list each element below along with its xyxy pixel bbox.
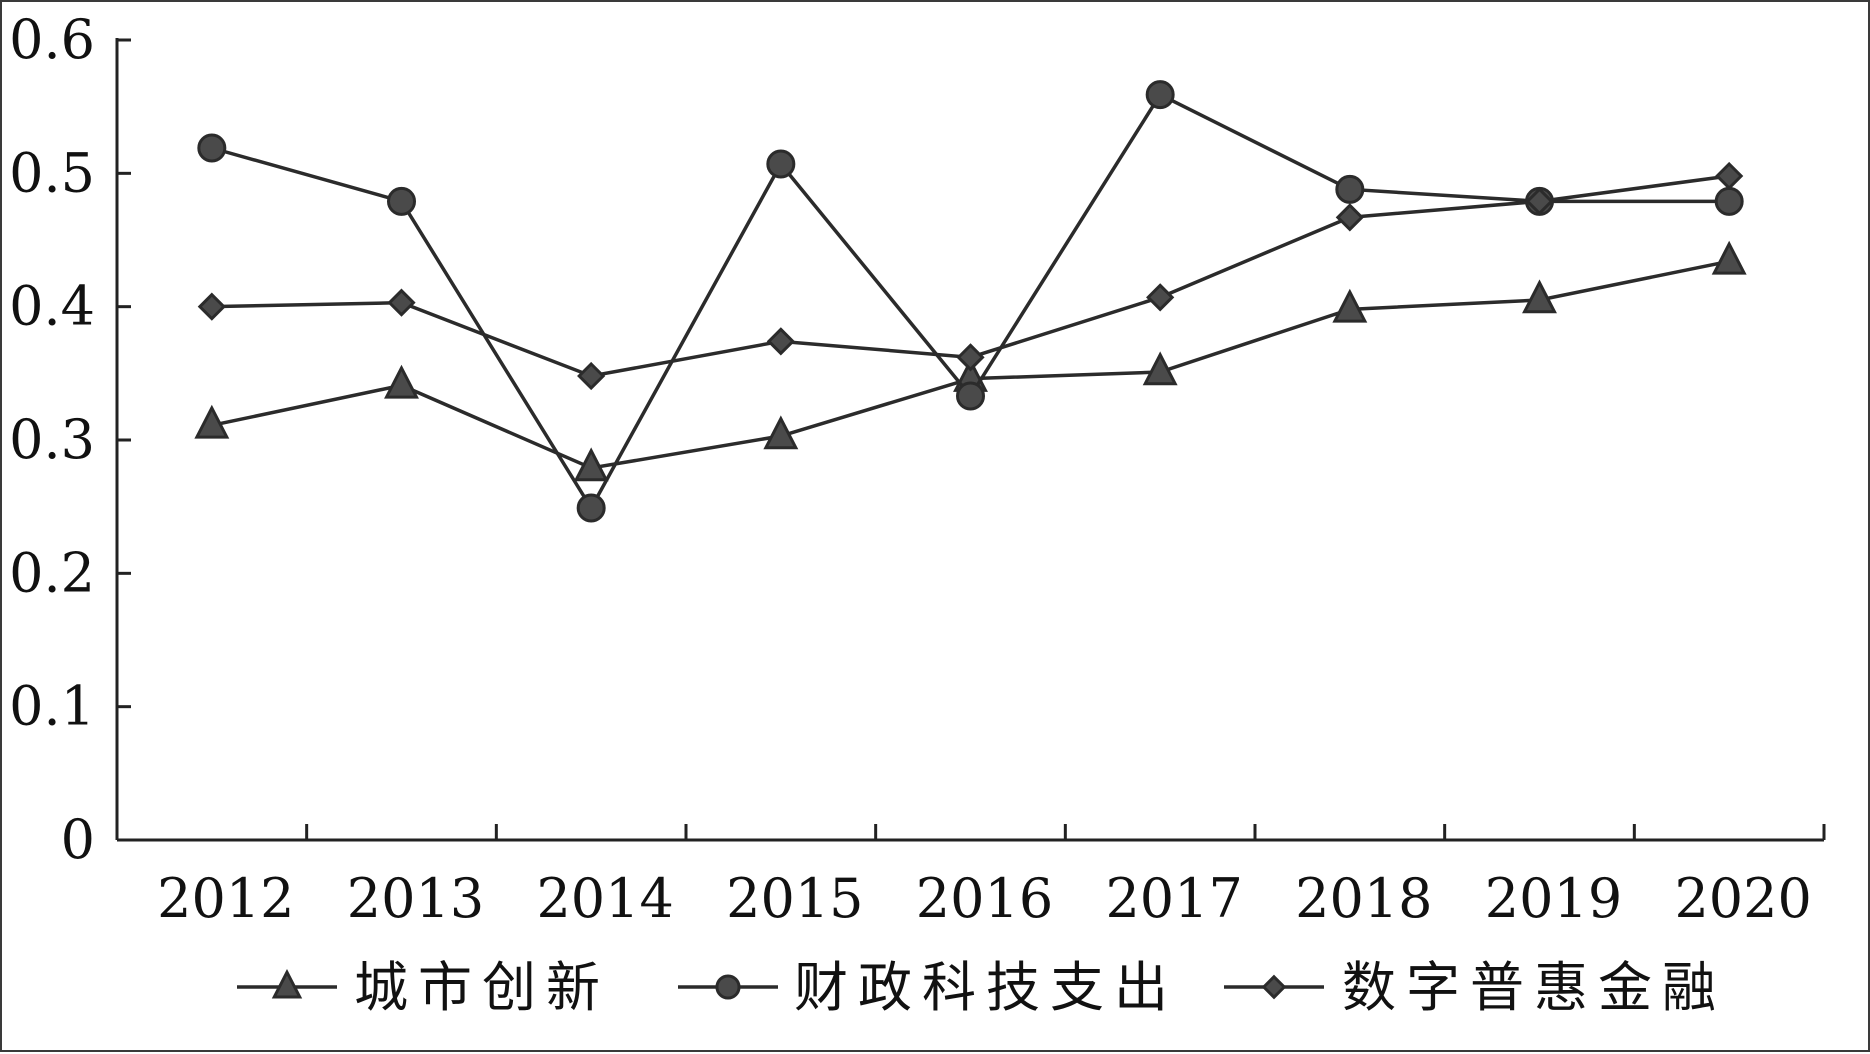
data-point [956,381,985,411]
data-point [766,327,795,356]
x-tick-label: 2012 [157,867,294,930]
data-point [576,493,606,523]
data-point [1711,240,1747,275]
y-tick-label: 0 [61,808,95,871]
legend-marker [715,974,741,1000]
data-point [197,133,227,163]
x-tick-label: 2014 [536,867,673,930]
legend-item: 城市创新 [237,956,610,1019]
data-point [573,447,609,482]
data-point [1145,80,1175,110]
y-tick-label: 0.5 [9,141,95,204]
legend: 城市创新 财政科技支出 数字普惠金融 [237,956,1726,1019]
data-point [384,364,419,399]
x-tick-label: 2013 [347,867,484,930]
data-point [1335,174,1365,204]
x-tick-label: 2015 [726,867,863,930]
data-point [197,292,226,321]
data-point [1525,187,1554,216]
data-point [1522,279,1557,314]
legend-marker [1261,974,1287,1000]
data-point [387,186,416,216]
legend-item: 数字普惠金融 [1224,956,1726,1019]
legend-label: 财政科技支出 [794,956,1178,1019]
data-point [956,343,985,372]
x-tick-label: 2020 [1674,867,1811,930]
series-group [194,80,1747,523]
data-point [387,288,416,317]
x-ticks: 2012 2013 2014 2015 2016 2017 2018 2019 2020 [157,824,1826,930]
y-tick-label: 0.6 [9,8,95,71]
x-tick-label: 2016 [916,867,1053,930]
data-point [577,361,606,391]
y-ticks: 0 0.1 0.2 0.3 0.4 0.5 0.6 [9,8,131,871]
legend-marker [271,968,303,999]
data-point [1335,203,1364,232]
legend-label: 数字普惠金融 [1342,956,1726,1019]
x-tick-label: 2018 [1295,867,1432,930]
data-point [766,149,796,179]
legend-label: 城市创新 [354,956,610,1019]
y-tick-label: 0.1 [9,675,95,738]
x-tick-label: 2017 [1105,867,1242,930]
y-tick-label: 0.3 [9,408,95,471]
y-tick-label: 0.4 [9,275,95,338]
data-point [1715,161,1744,191]
legend-item: 财政科技支出 [678,956,1178,1019]
data-point [1142,351,1178,386]
data-point [1332,288,1368,323]
axes [115,38,1824,842]
x-tick-label: 2019 [1485,867,1622,930]
data-point [1146,283,1175,312]
data-point [1714,186,1744,216]
series-triangle [194,240,1747,482]
data-point [194,404,230,439]
series-diamond [197,161,1744,391]
y-tick-label: 0.2 [9,541,95,604]
data-point [763,415,799,450]
